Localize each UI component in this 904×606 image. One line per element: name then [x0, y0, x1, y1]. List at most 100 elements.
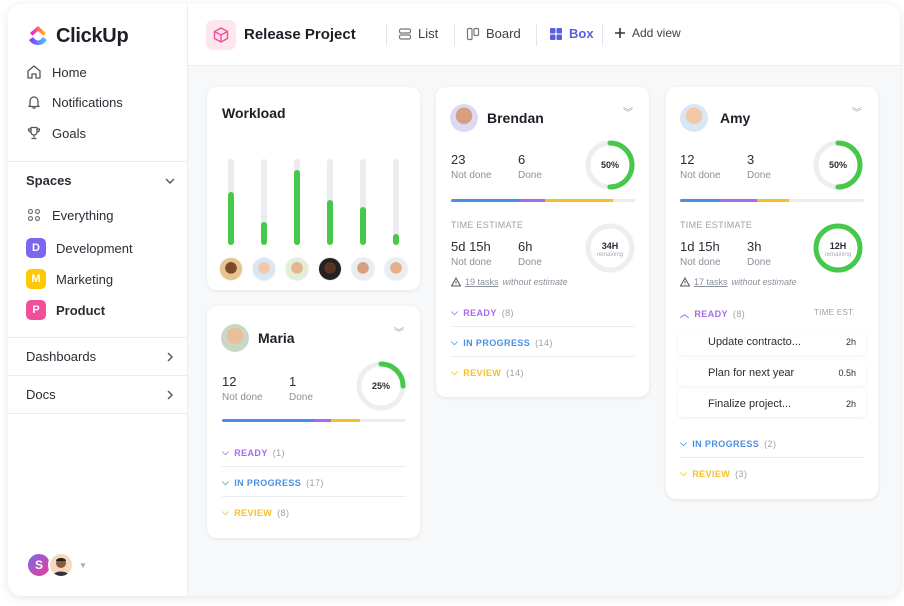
space-label-development: Development — [56, 240, 133, 256]
status-ready[interactable]: ⌵ READY (8) — [451, 307, 514, 318]
sidebar-item-docs[interactable]: Docs — [26, 387, 176, 402]
time-estimate-label: TIME ESTIMATE — [680, 220, 753, 230]
status-in-progress[interactable]: ⌵ IN PROGRESS (17) — [222, 477, 324, 488]
status-review[interactable]: ⌵ REVIEW (14) — [451, 367, 524, 378]
avatar[interactable] — [221, 324, 249, 352]
avatar[interactable] — [252, 257, 276, 281]
add-view-button[interactable]: Add view — [614, 26, 681, 40]
done-label: Done — [518, 257, 542, 268]
estimate-warning[interactable]: 19 tasks without estimate — [451, 277, 568, 287]
avatar[interactable] — [219, 257, 243, 281]
task-row[interactable]: Update contracto... 2h — [678, 329, 866, 355]
tab-box[interactable]: Box — [549, 26, 594, 41]
divider — [222, 496, 406, 497]
everything-label: Everything — [52, 207, 114, 223]
tab-board[interactable]: Board — [466, 26, 521, 41]
status-in-progress[interactable]: ⌵ IN PROGRESS (14) — [451, 337, 553, 348]
avatar[interactable] — [285, 257, 309, 281]
status-label: IN PROGRESS — [234, 477, 302, 488]
done-label: Done — [289, 392, 313, 403]
space-label-marketing: Marketing — [56, 271, 114, 287]
person-card-amy: Amy ︾ 12 Not done 3 Done 50% TIME ESTIMA… — [666, 87, 878, 499]
workload-bar-fill — [228, 192, 234, 245]
time-done: 3h — [747, 239, 762, 254]
board-icon — [466, 27, 480, 40]
status-review[interactable]: ⌵ REVIEW (3) — [680, 468, 748, 479]
sidebar-item-development[interactable]: D Development — [26, 238, 133, 258]
status-count: (8) — [732, 308, 746, 319]
avatar[interactable] — [680, 104, 708, 132]
remaining-sub: remaining — [824, 252, 852, 258]
workload-bar-fill — [393, 234, 399, 245]
workload-title: Workload — [222, 105, 286, 121]
estimate-warning[interactable]: 17 tasks without estimate — [680, 277, 797, 287]
space-badge-development: D — [26, 238, 46, 258]
chevron-right-icon — [167, 390, 173, 399]
workload-bar — [327, 159, 333, 245]
status-ready[interactable]: ︿ READY (8) — [680, 308, 746, 320]
nav-notifications[interactable]: Notifications — [26, 94, 123, 110]
clickup-logo-icon — [29, 26, 47, 45]
teammate-avatar[interactable] — [48, 552, 74, 578]
task-row[interactable]: Plan for next year 0.5h — [678, 360, 866, 386]
status-count: (8) — [501, 307, 514, 318]
done-label: Done — [747, 170, 771, 181]
avatar[interactable] — [351, 257, 375, 281]
avatar[interactable] — [450, 104, 478, 132]
status-label: READY — [463, 307, 497, 318]
docs-label: Docs — [26, 387, 56, 402]
collapse-icon[interactable]: ︾ — [623, 108, 633, 119]
space-badge-product: P — [26, 300, 46, 320]
avatar[interactable] — [384, 257, 408, 281]
not-done-label: Not done — [680, 257, 721, 268]
status-ready[interactable]: ⌵ READY (1) — [222, 447, 285, 458]
percent-label: 50% — [600, 160, 619, 170]
avatar[interactable] — [318, 257, 342, 281]
clickup-logo[interactable]: ClickUp — [26, 24, 129, 48]
progress-bar — [222, 419, 406, 422]
status-in-progress[interactable]: ⌵ IN PROGRESS (2) — [680, 438, 777, 449]
status-label: REVIEW — [463, 367, 502, 378]
sidebar-item-product[interactable]: P Product — [26, 300, 105, 320]
time-estimate-label: TIME ESTIMATE — [451, 220, 524, 230]
remaining-sub: remaining — [596, 252, 624, 258]
workload-bar — [393, 159, 399, 245]
divider — [451, 326, 635, 327]
sidebar-item-marketing[interactable]: M Marketing — [26, 269, 113, 289]
collapse-icon[interactable]: ︾ — [394, 328, 404, 339]
divider — [386, 24, 387, 46]
status-review[interactable]: ⌵ REVIEW (8) — [222, 507, 290, 518]
person-card-maria: Maria ︾ 12 Not done 1 Done 25% ⌵ READY (1)… — [207, 306, 420, 538]
user-avatar[interactable]: S — [26, 552, 52, 578]
app-window: ClickUp Home Notifications Goals Spaces — [8, 4, 900, 596]
done-count: 3 — [747, 152, 755, 167]
tab-list-label: List — [418, 26, 439, 41]
not-done-count: 12 — [222, 374, 237, 389]
space-badge-marketing: M — [26, 269, 46, 289]
workload-bar-fill — [261, 222, 267, 245]
collapse-icon[interactable]: ︾ — [852, 108, 862, 119]
status-count: (14) — [506, 367, 524, 378]
nav-home[interactable]: Home — [26, 64, 87, 80]
status-count: (2) — [764, 438, 777, 449]
sidebar-item-everything[interactable]: Everything — [26, 207, 113, 223]
warning-count[interactable]: 19 tasks — [465, 277, 499, 287]
not-done-count: 12 — [680, 152, 695, 167]
status-count: (14) — [535, 337, 553, 348]
warning-count[interactable]: 17 tasks — [694, 277, 728, 287]
task-row[interactable]: Finalize project... 2h — [678, 391, 866, 417]
status-count: (1) — [272, 447, 285, 458]
sidebar-item-dashboards[interactable]: Dashboards — [26, 349, 176, 364]
nav-goals[interactable]: Goals — [26, 125, 86, 141]
progress-bar — [680, 199, 864, 202]
caret-down-icon[interactable]: ▼ — [79, 561, 87, 570]
not-done-label: Not done — [222, 392, 263, 403]
status-label: READY — [234, 447, 268, 458]
spaces-header[interactable]: Spaces — [26, 173, 176, 188]
sidebar: ClickUp Home Notifications Goals Spaces — [8, 4, 188, 596]
nav-home-label: Home — [52, 64, 87, 80]
tab-list[interactable]: List — [398, 26, 438, 41]
plus-icon — [615, 28, 625, 38]
task-estimate: 0.5h — [838, 368, 856, 378]
person-card-brendan: Brendan ︾ 23 Not done 6 Done 50% TIME ES… — [436, 87, 649, 397]
